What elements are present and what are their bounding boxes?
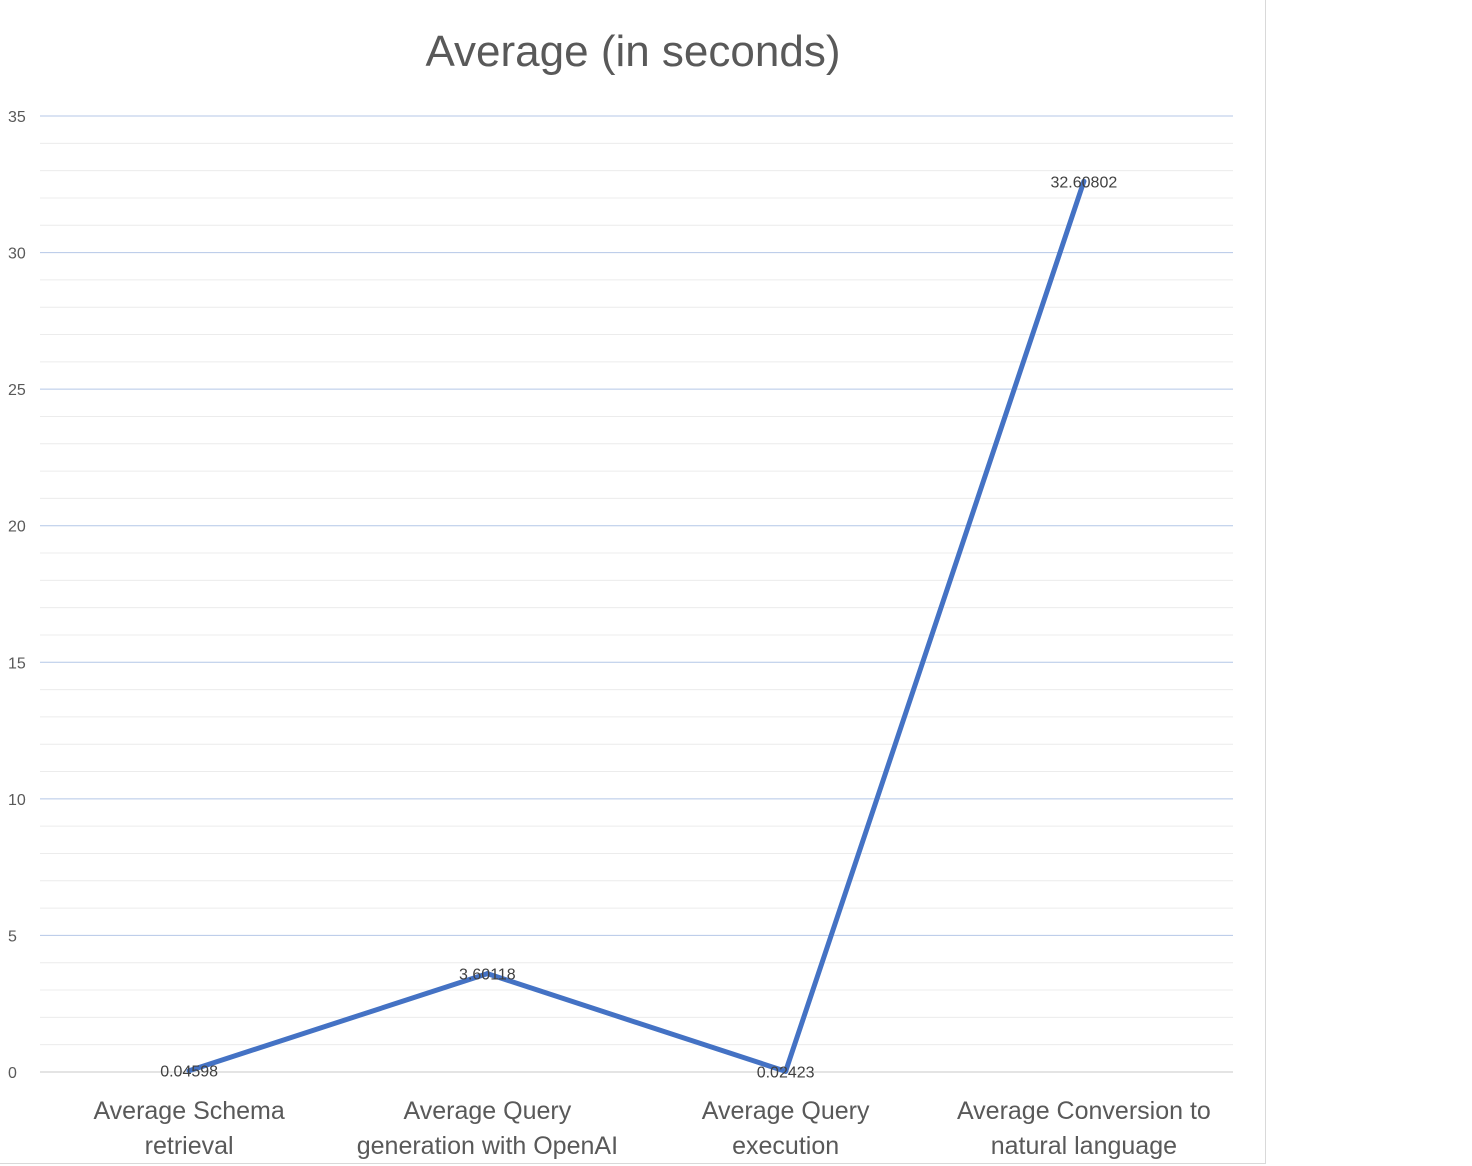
data-point <box>1081 178 1087 184</box>
x-category-label: Average Query <box>702 1097 870 1125</box>
x-category-label: Average Conversion to <box>957 1097 1211 1125</box>
data-point <box>484 971 490 977</box>
data-point <box>186 1068 192 1074</box>
y-tick-label: 10 <box>8 792 26 809</box>
data-label: 32.60802 <box>1051 174 1118 191</box>
x-axis-category-labels: Average Schema retrieval Average Query gene… <box>93 1097 1210 1160</box>
x-category-label: execution <box>732 1132 839 1160</box>
y-tick-label: 25 <box>8 382 26 399</box>
chart-title: Average (in seconds) <box>426 27 841 76</box>
data-labels: 0.04598 3.60118 0.02423 32.60802 <box>160 174 1117 1081</box>
y-tick-label: 20 <box>8 519 26 536</box>
data-label: 3.60118 <box>459 967 516 984</box>
y-tick-label: 5 <box>8 928 17 945</box>
series-line <box>186 178 1087 1074</box>
line-chart: Average (in seconds) 0 5 10 15 20 25 30 35 Aver… <box>8 27 1233 1160</box>
series-group <box>186 178 1087 1074</box>
x-category-label: generation with OpenAI <box>357 1132 618 1160</box>
chart-area <box>0 0 1266 1164</box>
x-category-label: retrieval <box>145 1132 234 1160</box>
data-label: 0.04598 <box>160 1064 218 1081</box>
y-tick-label: 35 <box>8 109 26 126</box>
y-tick-label: 30 <box>8 246 26 263</box>
y-axis-tick-labels: 0 5 10 15 20 25 30 35 <box>8 109 26 1082</box>
gridlines <box>40 115 1233 1073</box>
y-tick-label: 0 <box>8 1065 17 1082</box>
data-label: 0.02423 <box>757 1064 815 1081</box>
data-point <box>783 1068 789 1074</box>
x-category-label: Average Schema <box>93 1097 284 1125</box>
x-category-label: Average Query <box>404 1097 572 1125</box>
x-category-label: natural language <box>991 1132 1177 1160</box>
y-tick-label: 15 <box>8 655 26 672</box>
